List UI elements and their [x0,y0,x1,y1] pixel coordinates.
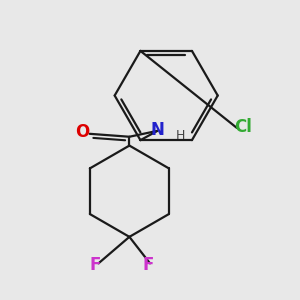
Text: N: N [150,121,164,139]
Text: H: H [176,129,186,142]
Text: F: F [143,256,154,274]
Text: F: F [90,256,101,274]
Text: O: O [75,123,89,141]
Text: Cl: Cl [234,118,252,136]
